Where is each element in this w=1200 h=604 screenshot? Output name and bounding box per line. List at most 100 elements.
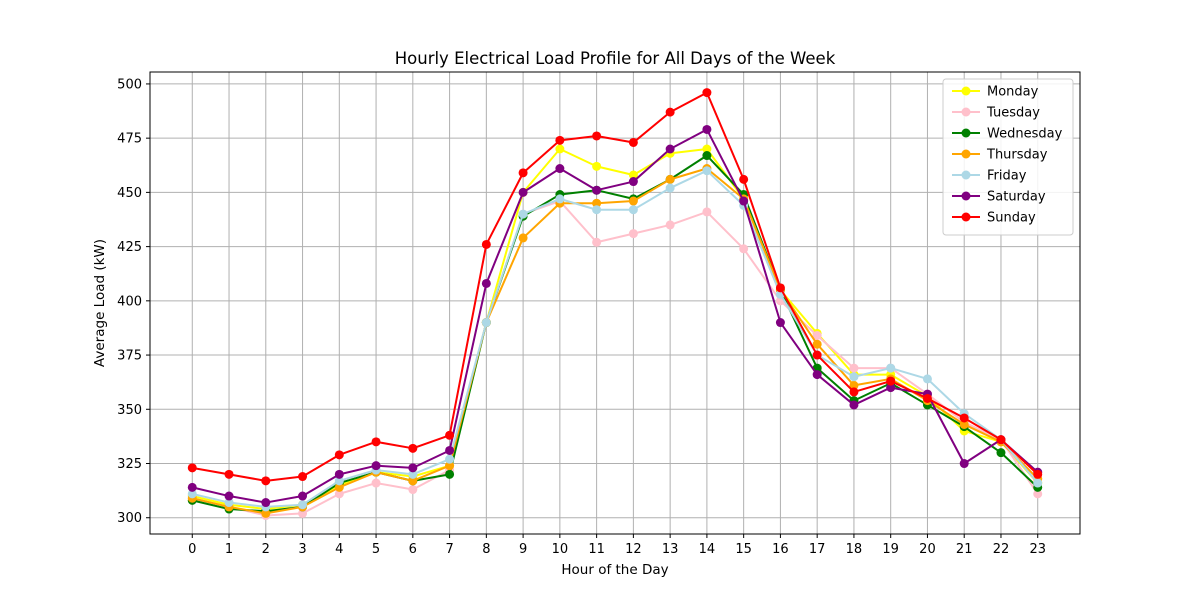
data-point-friday <box>224 498 234 508</box>
legend-swatch-marker <box>961 149 971 159</box>
data-point-saturday <box>628 177 638 187</box>
legend-label: Friday <box>987 169 1027 184</box>
data-point-sunday <box>886 376 896 386</box>
data-point-tuesday <box>408 485 418 495</box>
data-point-tuesday <box>849 363 859 373</box>
y-tick-label: 500 <box>117 77 142 92</box>
data-point-tuesday <box>628 229 638 239</box>
data-point-thursday <box>628 196 638 206</box>
data-point-thursday <box>959 419 969 429</box>
x-tick-label: 18 <box>846 542 863 557</box>
data-point-saturday <box>224 491 234 501</box>
legend-swatch-marker <box>961 191 971 201</box>
data-point-saturday <box>959 459 969 469</box>
x-tick-label: 12 <box>625 542 642 557</box>
legend-item-friday: Friday <box>952 169 1027 184</box>
grid-lines <box>150 72 1080 534</box>
y-tick-label: 425 <box>117 240 142 255</box>
data-point-tuesday <box>1033 489 1043 499</box>
data-point-saturday <box>334 469 344 479</box>
data-point-saturday <box>849 400 859 410</box>
x-tick-label: 21 <box>956 542 973 557</box>
data-point-sunday <box>371 437 381 447</box>
data-point-sunday <box>849 387 859 397</box>
data-point-thursday <box>849 380 859 390</box>
data-point-friday <box>628 205 638 215</box>
data-point-friday <box>334 476 344 486</box>
data-point-saturday <box>665 144 675 154</box>
series-group <box>187 88 1043 521</box>
data-point-tuesday <box>812 331 822 341</box>
legend-item-wednesday: Wednesday <box>952 127 1063 142</box>
data-point-saturday <box>371 461 381 471</box>
data-point-sunday <box>628 137 638 147</box>
data-point-thursday <box>518 233 528 243</box>
data-point-wednesday <box>445 469 455 479</box>
x-tick-label: 0 <box>188 542 196 557</box>
data-point-friday <box>187 489 197 499</box>
y-tick-label: 325 <box>117 457 142 472</box>
data-point-sunday <box>702 88 712 98</box>
data-point-thursday <box>812 339 822 349</box>
series-line-saturday <box>192 128 1039 504</box>
x-tick-label: 10 <box>552 542 569 557</box>
y-tick-label: 350 <box>117 403 142 418</box>
data-point-sunday <box>996 435 1006 445</box>
legend-label: Saturday <box>987 190 1046 205</box>
data-point-friday <box>665 183 675 193</box>
series-line-thursday <box>192 167 1039 515</box>
series-line-sunday <box>192 91 1039 482</box>
legend-item-monday: Monday <box>952 85 1039 100</box>
data-point-sunday <box>298 472 308 482</box>
x-tick-label: 7 <box>445 542 453 557</box>
data-point-thursday <box>261 508 271 518</box>
legend-swatch-marker <box>961 107 971 117</box>
legend: Monday Tuesday Wednesday Thursday Friday Satu… <box>942 78 1074 236</box>
data-point-saturday <box>592 185 602 195</box>
data-point-sunday <box>1033 469 1043 479</box>
y-tick-label: 300 <box>117 511 142 526</box>
legend-swatch-marker <box>961 128 971 138</box>
data-point-thursday <box>592 198 602 208</box>
data-point-friday <box>922 374 932 384</box>
legend-label: Monday <box>987 85 1039 100</box>
series-line-friday <box>192 169 1039 508</box>
chart-title: Hourly Electrical Load Profile for All D… <box>395 49 836 68</box>
data-point-sunday <box>592 131 602 141</box>
data-point-sunday <box>445 430 455 440</box>
x-tick-label: 5 <box>372 542 380 557</box>
data-point-monday <box>555 144 565 154</box>
x-tick-label: 9 <box>519 542 527 557</box>
legend-swatch-marker <box>961 86 971 96</box>
data-point-tuesday <box>665 220 675 230</box>
axis-ticks: 0 1 2 3 4 5 6 7 8 9 10 11 12 13 14 15 16 17 18 19 20 21 22 2330… <box>117 77 1046 557</box>
x-tick-label: 11 <box>588 542 605 557</box>
data-point-friday <box>592 205 602 215</box>
y-tick-label: 375 <box>117 349 142 364</box>
data-point-sunday <box>739 174 749 184</box>
data-point-friday <box>298 500 308 510</box>
data-point-thursday <box>665 174 675 184</box>
x-tick-label: 15 <box>735 542 752 557</box>
data-point-monday <box>592 161 602 171</box>
data-point-tuesday <box>702 207 712 217</box>
data-point-friday <box>518 209 528 219</box>
data-point-sunday <box>775 283 785 293</box>
data-point-sunday <box>187 463 197 473</box>
legend-label: Thursday <box>986 148 1048 163</box>
x-tick-label: 22 <box>993 542 1010 557</box>
x-tick-label: 2 <box>262 542 270 557</box>
data-point-sunday <box>481 239 491 249</box>
data-point-friday <box>481 318 491 328</box>
series-line-monday <box>192 148 1039 511</box>
y-tick-label: 475 <box>117 132 142 147</box>
legend-label: Wednesday <box>987 127 1063 142</box>
data-point-sunday <box>224 469 234 479</box>
y-tick-label: 450 <box>117 186 142 201</box>
data-point-saturday <box>298 491 308 501</box>
data-point-tuesday <box>371 478 381 488</box>
data-point-monday <box>702 144 712 154</box>
data-point-sunday <box>555 135 565 145</box>
x-tick-label: 23 <box>1029 542 1046 557</box>
